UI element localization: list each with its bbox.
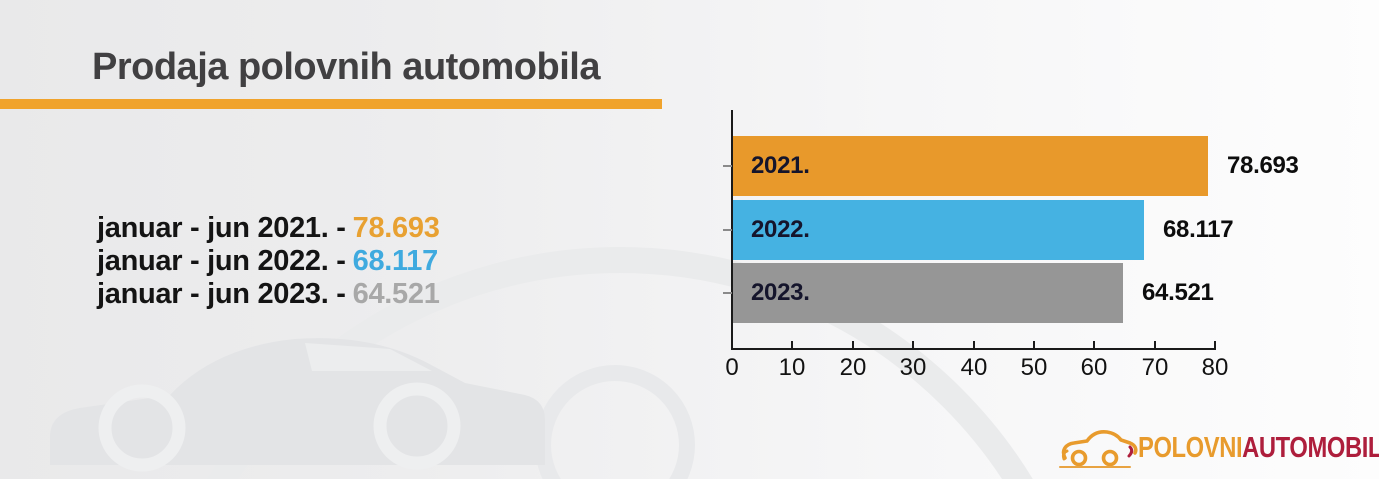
bar-category-label: 2023. <box>751 279 810 306</box>
x-axis-tick-label: 10 <box>778 354 806 381</box>
logo-text-polovni: POLOVNI <box>1138 431 1243 464</box>
bar-value-label: 64.521 <box>1142 279 1214 306</box>
x-axis-tick-label: 60 <box>1080 354 1108 381</box>
stat-line-2023: januar - jun 2023. -64.521 <box>97 278 440 311</box>
x-axis-tick-label: 30 <box>899 354 927 381</box>
stat-label: januar - jun 2021. - <box>97 212 346 244</box>
stat-value: 78.693 <box>352 212 440 244</box>
stat-line-2021: januar - jun 2021. -78.693 <box>97 212 440 245</box>
bar-2023 <box>733 263 1123 323</box>
stat-line-2022: januar - jun 2022. -68.117 <box>97 245 440 278</box>
bar-2021 <box>733 136 1208 196</box>
x-axis-tick-label: 80 <box>1201 354 1229 381</box>
x-axis-tick-label: 50 <box>1020 354 1048 381</box>
x-axis-tick-label: 20 <box>839 354 867 381</box>
car-logo-icon <box>1059 430 1138 468</box>
y-axis-tick <box>723 292 732 294</box>
x-axis-tick <box>1033 341 1035 349</box>
x-axis-tick <box>973 341 975 349</box>
stat-label: januar - jun 2022. - <box>97 245 346 277</box>
page-title: Prodaja polovnih automobila <box>92 46 600 88</box>
x-axis-tick <box>1154 341 1156 349</box>
x-axis-line <box>731 348 1216 350</box>
stat-value: 68.117 <box>352 245 439 277</box>
x-axis-tick <box>852 341 854 349</box>
title-underline-accent <box>0 99 662 109</box>
x-axis-tick <box>791 341 793 349</box>
logo-text-automobili: AUTOMOBILI <box>1242 431 1379 464</box>
logo-wordmark: POLOVNIAUTOMOBILI <box>1138 432 1379 465</box>
y-axis-line <box>731 110 733 350</box>
bar-category-label: 2022. <box>751 216 810 243</box>
x-axis-tick-label: 40 <box>960 354 988 381</box>
x-axis-tick <box>1214 341 1216 349</box>
stat-value: 64.521 <box>352 278 440 310</box>
y-axis-tick <box>723 229 732 231</box>
bar-value-label: 68.117 <box>1163 216 1234 243</box>
stat-label: januar - jun 2023. - <box>97 278 346 310</box>
stats-list: januar - jun 2021. -78.693 januar - jun … <box>97 212 440 311</box>
x-axis-tick <box>1093 341 1095 349</box>
bar-2022 <box>733 200 1144 260</box>
x-axis-tick-label: 0 <box>725 354 739 381</box>
y-axis-tick <box>723 165 732 167</box>
bar-category-label: 2021. <box>751 152 810 179</box>
x-axis-tick-label: 70 <box>1141 354 1169 381</box>
bar-value-label: 78.693 <box>1227 152 1299 179</box>
x-axis-tick <box>912 341 914 349</box>
polovni-automobili-logo: POLOVNIAUTOMOBILI <box>1058 424 1379 472</box>
